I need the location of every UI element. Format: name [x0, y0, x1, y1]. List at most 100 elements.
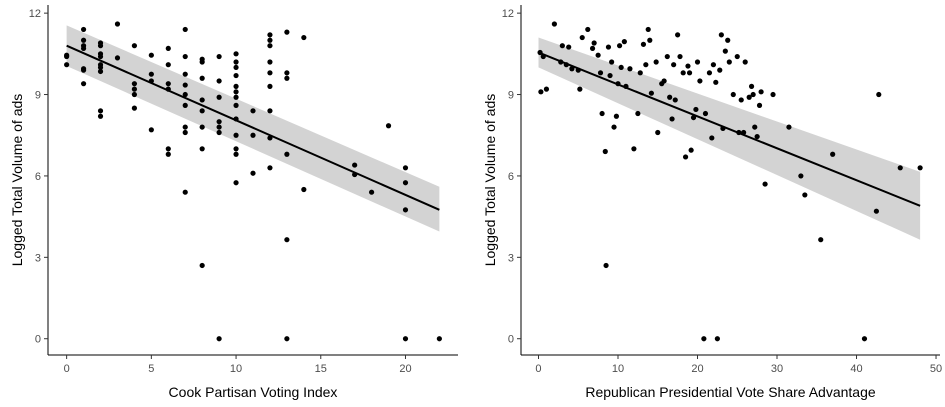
y-tick-label: 3: [35, 252, 41, 264]
data-point: [182, 53, 188, 60]
data-point: [640, 41, 647, 47]
data-point: [301, 186, 307, 193]
data-point: [543, 86, 550, 92]
data-point: [233, 102, 239, 108]
x-tick-label: 0: [535, 363, 541, 375]
data-point: [402, 207, 409, 213]
y-tick-label: 0: [35, 334, 41, 346]
data-point: [631, 146, 637, 152]
data-point: [607, 72, 613, 79]
data-point: [682, 154, 689, 160]
y-axis-title: Logged Total Volume of ads: [482, 94, 498, 267]
x-tick-label: 10: [612, 363, 624, 375]
data-point: [148, 52, 154, 58]
data-point: [80, 26, 87, 33]
data-point: [80, 81, 87, 87]
x-tick-label: 15: [315, 363, 327, 375]
data-point: [754, 133, 760, 140]
data-point: [216, 119, 222, 125]
data-point: [669, 116, 675, 122]
data-point: [267, 32, 273, 38]
data-point: [368, 189, 375, 195]
data-point: [756, 102, 763, 108]
data-point: [725, 37, 731, 43]
data-point: [667, 94, 673, 100]
data-point: [643, 62, 649, 68]
y-tick-label: 12: [29, 8, 41, 20]
data-point: [182, 129, 188, 136]
data-point: [686, 70, 693, 76]
data-point: [267, 59, 273, 65]
data-point: [233, 94, 239, 100]
data-point: [233, 51, 239, 57]
x-tick-label: 10: [230, 363, 242, 375]
regression-line: [538, 51, 921, 207]
data-point: [713, 79, 719, 85]
data-point: [603, 262, 609, 269]
data-point: [677, 53, 683, 60]
data-point: [873, 208, 879, 214]
data-point: [597, 70, 604, 76]
x-axis-title: Republican Presidential Vote Share Advan…: [585, 384, 876, 400]
data-point: [165, 151, 171, 157]
x-tick-label: 30: [771, 363, 783, 375]
data-point: [148, 71, 154, 77]
data-point: [647, 37, 653, 43]
data-point: [97, 113, 104, 119]
data-point: [718, 32, 724, 38]
data-point: [216, 336, 222, 342]
data-point: [637, 70, 643, 76]
data-point: [653, 59, 659, 65]
data-point: [182, 189, 188, 195]
data-point: [182, 102, 188, 108]
y-tick-label: 9: [35, 90, 41, 102]
data-point: [748, 83, 755, 89]
y-axis-title: Logged Total Volume of ads: [9, 94, 25, 267]
y-tick-label: 9: [508, 90, 514, 102]
confidence-band: [538, 37, 921, 240]
y-tick-label: 6: [508, 171, 514, 183]
data-point: [199, 108, 205, 114]
data-point: [661, 78, 667, 84]
data-point: [685, 63, 691, 69]
data-point: [655, 129, 661, 136]
data-point: [714, 336, 720, 342]
data-point: [233, 59, 239, 65]
data-point: [402, 165, 409, 171]
data-point: [402, 336, 409, 342]
data-point: [233, 83, 239, 89]
data-point: [352, 162, 358, 168]
data-point: [671, 62, 677, 68]
data-point: [233, 180, 239, 186]
data-point: [165, 62, 171, 68]
data-point: [609, 59, 615, 65]
data-point: [233, 89, 239, 95]
data-point: [861, 336, 868, 342]
data-point: [182, 91, 188, 98]
data-point: [876, 91, 882, 98]
data-point: [250, 108, 256, 114]
data-point: [830, 151, 836, 157]
data-point: [917, 165, 923, 171]
data-point: [585, 26, 591, 33]
data-point: [726, 59, 732, 65]
data-point: [664, 53, 670, 60]
data-point: [752, 124, 758, 130]
data-point: [616, 43, 623, 49]
data-point: [182, 71, 188, 77]
data-point: [693, 106, 699, 113]
data-point: [722, 48, 728, 54]
data-point: [131, 105, 138, 111]
data-point: [97, 68, 104, 75]
data-point: [131, 81, 138, 87]
data-point: [267, 108, 273, 114]
data-point: [250, 170, 256, 176]
data-point: [758, 89, 764, 95]
data-point: [199, 124, 205, 130]
data-point: [114, 21, 121, 27]
data-point: [802, 192, 808, 198]
data-point: [589, 45, 596, 52]
x-tick-label: 50: [930, 363, 942, 375]
data-point: [717, 67, 723, 73]
data-point: [710, 62, 717, 68]
